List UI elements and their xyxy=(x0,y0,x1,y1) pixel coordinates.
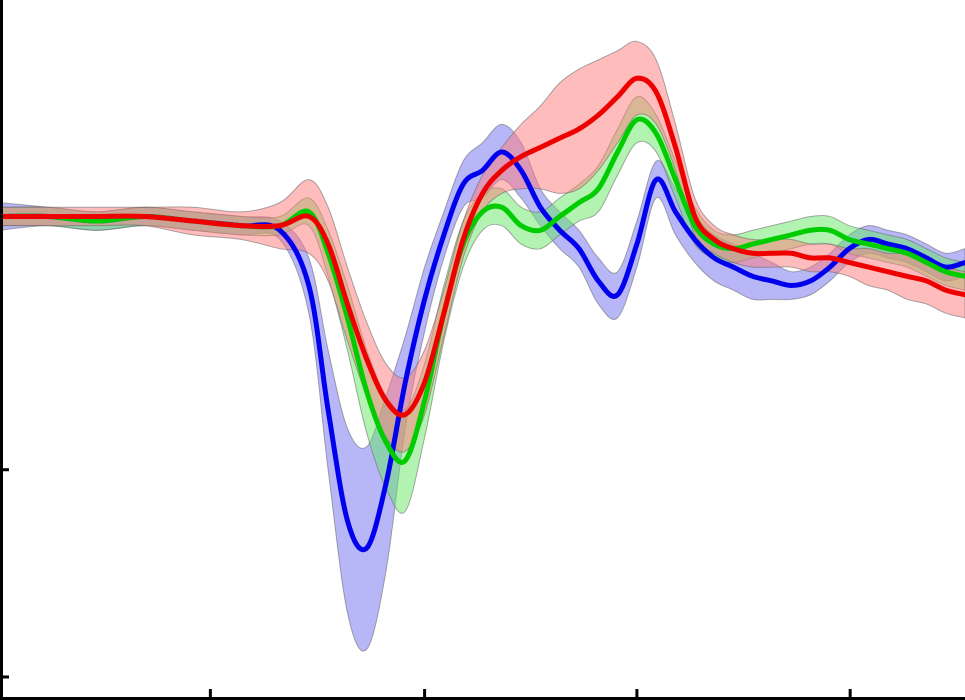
y-axis xyxy=(0,0,9,700)
x-axis xyxy=(0,689,965,700)
series-3-line xyxy=(0,75,965,418)
series-2-line xyxy=(0,116,965,465)
series-1-line xyxy=(0,149,965,553)
confidence-bands xyxy=(0,40,965,652)
series-3-confidence-band xyxy=(0,40,965,453)
series-lines xyxy=(0,75,965,553)
